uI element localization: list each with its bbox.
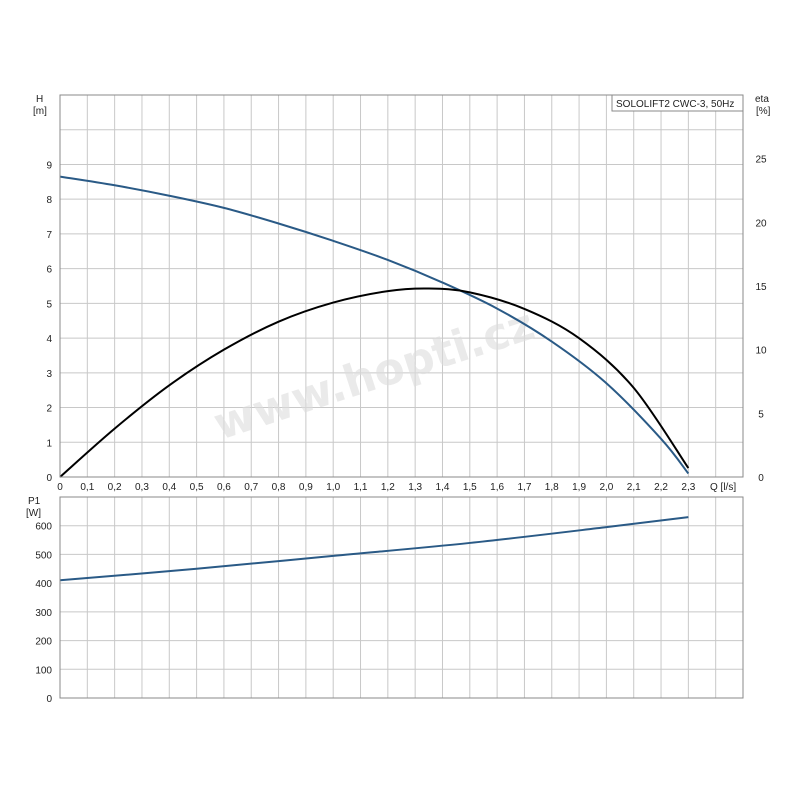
- x-tick-label: 2,3: [681, 482, 695, 493]
- eta-tick-label: 10: [755, 346, 767, 357]
- p1-tick-label: 200: [35, 637, 52, 648]
- h-tick-label: 0: [46, 473, 52, 484]
- x-axis-ticks: 0 0,1 0,2 0,3 0,4 0,5 0,6 0,7 0,8 0,9 1,0 1,1 1,2 1,3…: [57, 482, 696, 493]
- eta-axis-unit: [%]: [756, 106, 771, 117]
- eta-curve: [59, 287, 690, 478]
- x-axis-title: Q [l/s]: [710, 482, 736, 493]
- x-tick-label: 0,9: [299, 482, 313, 493]
- x-tick-label: 1,5: [463, 482, 477, 493]
- top-chart-frame: [59, 94, 744, 478]
- legend-label: SOLOLIFT2 CWC-3, 50Hz: [616, 99, 734, 110]
- bottom-chart-grid: [60, 497, 743, 698]
- x-tick-label: 0,1: [80, 482, 94, 493]
- p1-curve: [59, 516, 689, 582]
- p1-tick-label: 400: [35, 579, 52, 590]
- h-tick-label: 3: [46, 369, 52, 380]
- x-tick-label: 0,3: [135, 482, 149, 493]
- x-tick-label: 0,8: [272, 482, 286, 493]
- top-chart-series: [59, 175, 690, 478]
- p1-tick-label: 0: [46, 694, 52, 705]
- h-curve: [59, 175, 690, 475]
- h-tick-label: 1: [46, 438, 52, 449]
- p1-tick-label: 600: [35, 522, 52, 533]
- x-tick-label: 1,6: [490, 482, 504, 493]
- p1-axis-unit: [W]: [26, 508, 41, 519]
- h-tick-label: 5: [46, 299, 52, 310]
- top-chart-grid: [60, 95, 743, 477]
- x-tick-label: 1,2: [381, 482, 395, 493]
- eta-tick-label: 5: [758, 409, 764, 420]
- eta-tick-label: 15: [755, 282, 767, 293]
- eta-axis-title: eta: [755, 94, 769, 105]
- eta-tick-label: 25: [755, 155, 767, 166]
- h-axis-unit: [m]: [33, 106, 47, 117]
- legend: SOLOLIFT2 CWC-3, 50Hz: [611, 94, 744, 112]
- bottom-chart-frame: [59, 496, 744, 699]
- x-tick-label: 2,2: [654, 482, 668, 493]
- x-tick-label: 0,5: [190, 482, 204, 493]
- h-tick-label: 9: [46, 160, 52, 171]
- p1-tick-label: 300: [35, 608, 52, 619]
- x-tick-label: 1,4: [436, 482, 450, 493]
- x-tick-label: 2,1: [627, 482, 641, 493]
- x-tick-label: 0: [57, 482, 63, 493]
- h-tick-label: 7: [46, 230, 52, 241]
- x-tick-label: 2,0: [599, 482, 613, 493]
- p1-tick-label: 100: [35, 665, 52, 676]
- x-tick-label: 1,8: [545, 482, 559, 493]
- x-tick-label: 1,0: [326, 482, 340, 493]
- h-tick-label: 6: [46, 265, 52, 276]
- eta-axis-ticks: 0 5 10 15 20 25: [755, 155, 767, 484]
- p1-axis-ticks: 0 100 200 300 400 500 600: [35, 522, 52, 705]
- eta-tick-label: 20: [755, 218, 767, 229]
- x-tick-label: 1,7: [517, 482, 531, 493]
- x-tick-label: 0,6: [217, 482, 231, 493]
- x-tick-label: 0,7: [244, 482, 258, 493]
- h-axis-ticks: 0 1 2 3 4 5 6 7 8 9: [46, 160, 52, 484]
- p1-axis-title: P1: [28, 496, 41, 507]
- h-tick-label: 4: [46, 334, 52, 345]
- h-tick-label: 8: [46, 195, 52, 206]
- legend-box: [611, 94, 744, 112]
- x-tick-label: 1,9: [572, 482, 586, 493]
- eta-tick-label: 0: [758, 473, 764, 484]
- h-axis-title: H: [36, 94, 43, 105]
- p1-tick-label: 500: [35, 550, 52, 561]
- h-tick-label: 2: [46, 404, 52, 415]
- bottom-chart-series: [59, 516, 689, 582]
- x-tick-label: 1,1: [354, 482, 368, 493]
- x-tick-label: 0,4: [162, 482, 176, 493]
- x-tick-label: 0,2: [108, 482, 122, 493]
- watermark: www.hopti.cz: [208, 299, 541, 451]
- x-tick-label: 1,3: [408, 482, 422, 493]
